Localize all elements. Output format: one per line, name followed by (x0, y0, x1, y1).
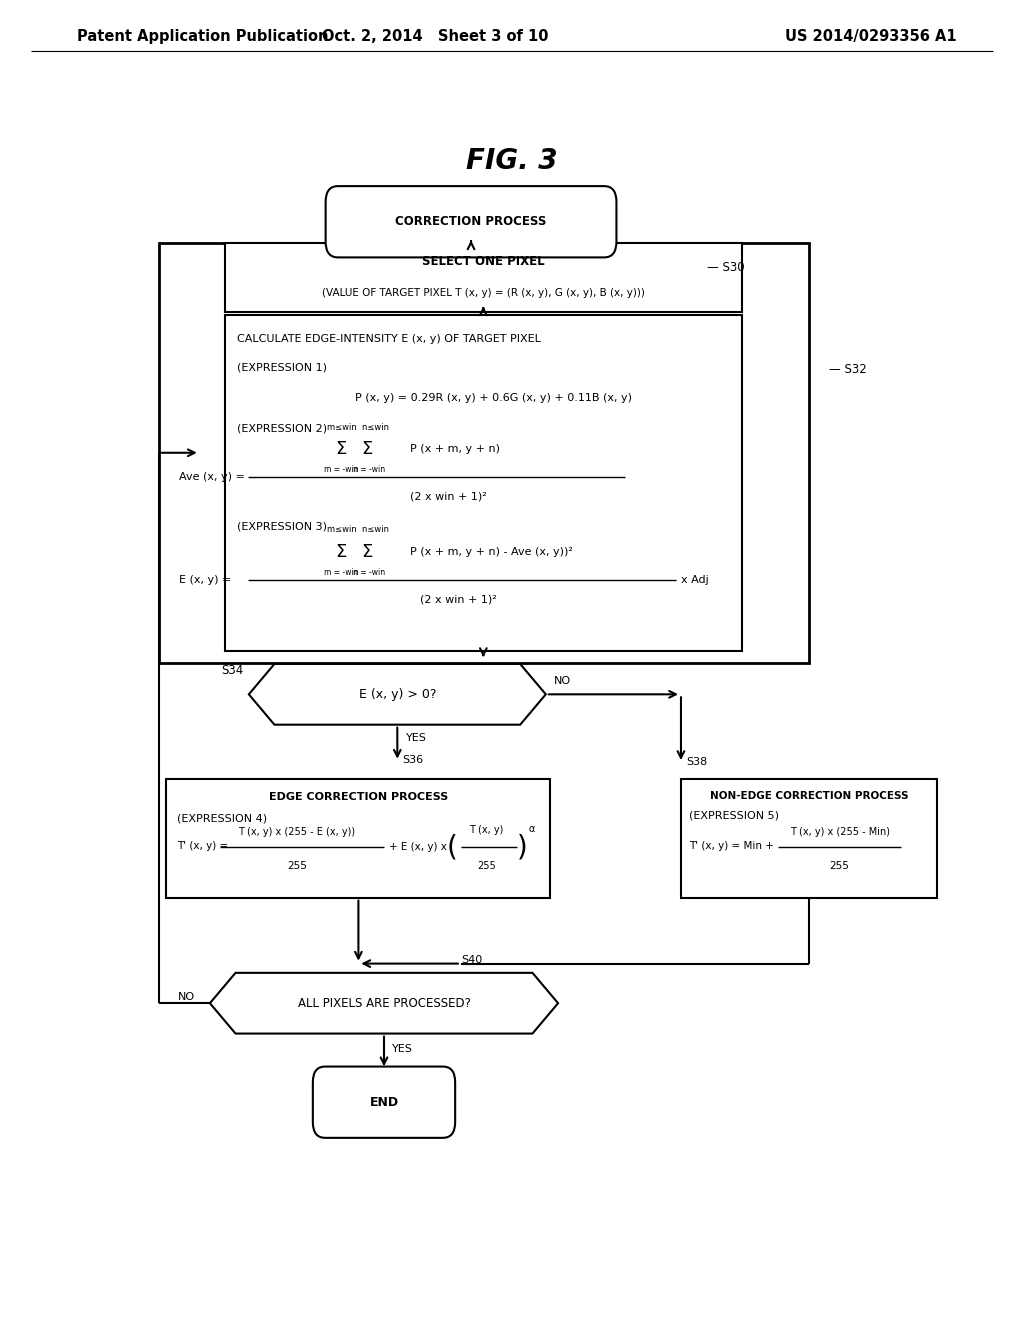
Text: P (x, y) = 0.29R (x, y) + 0.6G (x, y) + 0.11B (x, y): P (x, y) = 0.29R (x, y) + 0.6G (x, y) + … (355, 393, 632, 403)
Text: Patent Application Publication: Patent Application Publication (77, 29, 329, 45)
Text: T (x, y): T (x, y) (469, 825, 504, 836)
Text: m = -win: m = -win (324, 568, 358, 577)
Text: (EXPRESSION 4): (EXPRESSION 4) (176, 813, 267, 824)
Text: (EXPRESSION 1): (EXPRESSION 1) (237, 363, 327, 372)
Bar (681, 779, 937, 898)
Text: S38: S38 (686, 756, 708, 767)
Text: CORRECTION PROCESS: CORRECTION PROCESS (395, 215, 547, 228)
Text: S40: S40 (461, 954, 482, 965)
Text: (2 x win + 1)²: (2 x win + 1)² (410, 492, 486, 502)
Text: x Adj: x Adj (681, 576, 709, 585)
Text: (EXPRESSION 3): (EXPRESSION 3) (237, 521, 327, 531)
Text: — S32: — S32 (829, 363, 867, 376)
Text: ): ) (517, 833, 527, 862)
Text: (EXPRESSION 5): (EXPRESSION 5) (689, 810, 779, 821)
Text: Σ: Σ (360, 441, 373, 458)
Text: SELECT ONE PIXEL: SELECT ONE PIXEL (422, 255, 545, 268)
Text: 255: 255 (287, 861, 307, 871)
Text: P (x + m, y + n): P (x + m, y + n) (410, 445, 500, 454)
Text: n = -win: n = -win (352, 465, 385, 474)
Text: ALL PIXELS ARE PROCESSED?: ALL PIXELS ARE PROCESSED? (298, 997, 470, 1010)
Text: NO: NO (177, 991, 195, 1002)
Text: Σ: Σ (335, 544, 347, 561)
Text: T (x, y) x (255 - Min): T (x, y) x (255 - Min) (790, 826, 890, 837)
Text: END: END (370, 1096, 398, 1109)
Text: S34: S34 (221, 664, 244, 677)
Text: (: ( (446, 833, 457, 862)
Text: Σ: Σ (335, 441, 347, 458)
Text: 255: 255 (477, 861, 496, 871)
Text: E (x, y) =: E (x, y) = (179, 576, 231, 585)
Text: m≤win  n≤win: m≤win n≤win (328, 422, 389, 432)
Text: — S30: — S30 (707, 261, 744, 275)
FancyBboxPatch shape (326, 186, 616, 257)
Text: (2 x win + 1)²: (2 x win + 1)² (420, 595, 497, 605)
Polygon shape (210, 973, 558, 1034)
Bar (224, 243, 741, 312)
Text: T (x, y) x (255 - E (x, y)): T (x, y) x (255 - E (x, y)) (239, 826, 355, 837)
Text: T' (x, y) =: T' (x, y) = (176, 841, 228, 851)
Text: FIG. 3: FIG. 3 (466, 147, 558, 176)
Text: T' (x, y) = Min +: T' (x, y) = Min + (689, 841, 774, 851)
FancyBboxPatch shape (313, 1067, 455, 1138)
Text: + E (x, y) x: + E (x, y) x (389, 842, 447, 853)
Text: Σ: Σ (360, 544, 373, 561)
Text: NON-EDGE CORRECTION PROCESS: NON-EDGE CORRECTION PROCESS (710, 791, 908, 801)
Text: m = -win: m = -win (324, 465, 358, 474)
Text: YES: YES (392, 1044, 413, 1055)
Bar (166, 779, 551, 898)
Text: P (x + m, y + n) - Ave (x, y))²: P (x + m, y + n) - Ave (x, y))² (410, 548, 572, 557)
Text: 255: 255 (829, 861, 850, 871)
Text: Oct. 2, 2014   Sheet 3 of 10: Oct. 2, 2014 Sheet 3 of 10 (322, 29, 549, 45)
Text: S36: S36 (402, 755, 424, 766)
Bar (224, 315, 741, 652)
Polygon shape (249, 664, 546, 725)
Text: YES: YES (406, 733, 426, 743)
Text: Ave (x, y) =: Ave (x, y) = (179, 473, 245, 482)
Bar (159, 243, 809, 663)
Text: NO: NO (554, 676, 571, 686)
Text: CALCULATE EDGE-INTENSITY E (x, y) OF TARGET PIXEL: CALCULATE EDGE-INTENSITY E (x, y) OF TAR… (237, 334, 541, 343)
Text: n = -win: n = -win (352, 568, 385, 577)
Text: m≤win  n≤win: m≤win n≤win (328, 525, 389, 535)
Text: (VALUE OF TARGET PIXEL T (x, y) = (R (x, y), G (x, y), B (x, y))): (VALUE OF TARGET PIXEL T (x, y) = (R (x,… (322, 288, 645, 298)
Text: US 2014/0293356 A1: US 2014/0293356 A1 (784, 29, 956, 45)
Text: α: α (528, 824, 535, 834)
Text: E (x, y) > 0?: E (x, y) > 0? (358, 688, 436, 701)
Text: (EXPRESSION 2): (EXPRESSION 2) (237, 424, 328, 433)
Text: EDGE CORRECTION PROCESS: EDGE CORRECTION PROCESS (268, 792, 449, 803)
